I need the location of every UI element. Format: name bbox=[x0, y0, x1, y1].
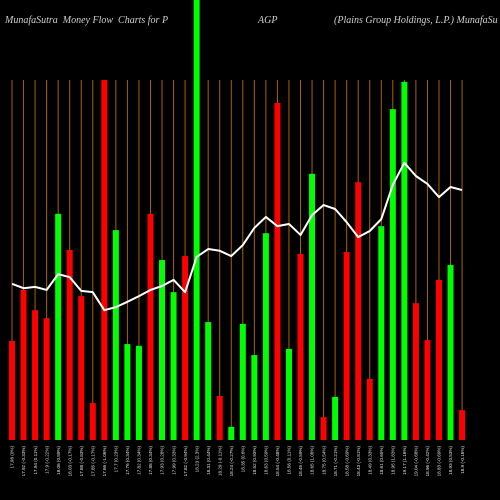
x-tick-label: 17.7 (0.23%) bbox=[114, 446, 119, 473]
x-tick-label: 17.88 (-0.83%) bbox=[79, 446, 84, 477]
money-flow-bar bbox=[251, 355, 258, 440]
money-flow-bar bbox=[274, 102, 281, 441]
money-flow-bar bbox=[239, 323, 246, 440]
money-flow-bar bbox=[401, 81, 408, 440]
x-tick-label: 18.23 (2.3%) bbox=[194, 446, 199, 473]
x-tick-label: 18.29 (-0.11%) bbox=[217, 446, 222, 477]
x-tick-label: 18.9 (-0.16%) bbox=[460, 446, 465, 474]
money-flow-bar bbox=[43, 318, 50, 440]
money-flow-bar bbox=[182, 256, 189, 440]
money-flow-bar bbox=[135, 345, 142, 440]
money-flow-bar bbox=[378, 226, 385, 440]
x-tick-label: 18.35 (0.6%) bbox=[241, 446, 246, 473]
x-tick-label: 18.03 (-0.17%) bbox=[67, 446, 72, 477]
money-flow-bar bbox=[459, 410, 466, 440]
x-tick-label: 17.98 (0%) bbox=[10, 446, 15, 469]
x-tick-label: 18.56 (0.11%) bbox=[287, 446, 292, 475]
money-flow-bar bbox=[285, 348, 292, 440]
x-tick-label: 18.96 (-0.42%) bbox=[425, 446, 430, 477]
money-flow-bars bbox=[9, 0, 466, 441]
money-flow-bar bbox=[112, 230, 119, 440]
money-flow-bar bbox=[435, 279, 442, 440]
x-tick-label: 17.76 (0.34%) bbox=[125, 446, 130, 475]
chart-title-right: (Plains Group Holdings, L.P.) MunafaSu bbox=[334, 15, 498, 26]
money-flow-bar bbox=[309, 173, 316, 441]
x-tick-label: 18.06 (0.89%) bbox=[56, 446, 61, 475]
chart-title-left: MunafaSutra Money Flow Charts for P bbox=[4, 15, 168, 26]
x-tick-label: 18.71 (-0.21%) bbox=[333, 446, 338, 477]
money-flow-bar bbox=[228, 426, 235, 440]
x-tick-label: 18.58 (-0.69%) bbox=[344, 446, 349, 477]
x-tick-label: 17.93 (0.28%) bbox=[160, 446, 165, 475]
money-flow-bar bbox=[332, 396, 339, 440]
money-flow-bar bbox=[89, 403, 96, 440]
money-flow-bar bbox=[424, 340, 431, 440]
money-flow-bar bbox=[355, 182, 362, 440]
x-tick-labels: 17.98 (0%) 17.92 (-0.33%) 17.94 (0.11%) 17.… bbox=[10, 446, 465, 477]
money-flow-bar bbox=[55, 213, 62, 440]
money-flow-bar bbox=[159, 260, 166, 440]
x-tick-label: 17.88 (0.34%) bbox=[148, 446, 153, 475]
x-tick-label: 18.75 (0.54%) bbox=[321, 446, 326, 475]
money-flow-bar bbox=[262, 233, 269, 440]
money-flow-bar bbox=[389, 109, 396, 441]
money-flow-bar bbox=[66, 249, 73, 440]
money-flow-bar bbox=[20, 289, 27, 440]
x-tick-label: 17.94 (0.11%) bbox=[33, 446, 38, 475]
x-tick-label: 18.63 (0.59%) bbox=[264, 446, 269, 475]
money-flow-bar bbox=[205, 322, 212, 440]
x-tick-label: 19.17 (1.16%) bbox=[402, 446, 407, 475]
x-tick-label: 18.65 (1.08%) bbox=[310, 446, 315, 475]
x-tick-label: 17.9 (-0.22%) bbox=[44, 446, 49, 474]
money-flow-bar bbox=[78, 296, 85, 440]
x-tick-label: 18.52 (0.93%) bbox=[252, 446, 257, 475]
x-tick-label: 18.43 (-0.81%) bbox=[356, 446, 361, 477]
money-flow-bar bbox=[297, 253, 304, 440]
money-flow-bar bbox=[412, 303, 419, 440]
x-tick-label: 18.95 (1.83%) bbox=[391, 446, 396, 475]
x-tick-label: 18.61 (0.65%) bbox=[379, 446, 384, 475]
x-tick-label: 17.82 (0.34%) bbox=[137, 446, 142, 475]
money-flow-bar bbox=[101, 80, 108, 440]
money-flow-bar bbox=[9, 341, 15, 440]
x-tick-label: 18.54 (-0.48%) bbox=[275, 446, 280, 477]
x-tick-label: 17.66 (-1.06%) bbox=[102, 446, 107, 477]
money-flow-bar bbox=[193, 0, 200, 440]
money-flow-bar bbox=[32, 310, 39, 440]
x-tick-label: 17.92 (-0.33%) bbox=[21, 446, 26, 477]
x-tick-label: 18.45 (-0.59%) bbox=[298, 446, 303, 477]
money-flow-bar bbox=[366, 378, 373, 440]
money-flow-bar bbox=[147, 213, 154, 440]
money-flow-bar bbox=[447, 264, 454, 440]
x-tick-label: 17.85 (-0.17%) bbox=[90, 446, 95, 477]
x-tick-label: 17.82 (-0.94%) bbox=[183, 446, 188, 477]
price-line-layer bbox=[11, 161, 463, 312]
x-tick-label: 18.83 (-0.69%) bbox=[437, 446, 442, 477]
money-flow-bar bbox=[216, 396, 223, 440]
price-line bbox=[11, 161, 463, 312]
money-flow-bar bbox=[170, 292, 177, 440]
money-flow-bar bbox=[124, 344, 131, 440]
money-flow-bar bbox=[320, 417, 327, 440]
x-tick-label: 18.31 (0.44%) bbox=[206, 446, 211, 475]
money-flow-bar bbox=[343, 252, 350, 440]
x-tick-label: 18.49 (0.33%) bbox=[367, 446, 372, 475]
x-tick-label: 18.93 (0.53%) bbox=[448, 446, 453, 475]
chart-title-symbol: AGP bbox=[257, 15, 277, 26]
x-tick-label: 19.04 (-0.68%) bbox=[414, 446, 419, 477]
x-tick-label: 18.24 (-0.27%) bbox=[229, 446, 234, 477]
x-tick-label: 17.99 (0.33%) bbox=[171, 446, 176, 475]
